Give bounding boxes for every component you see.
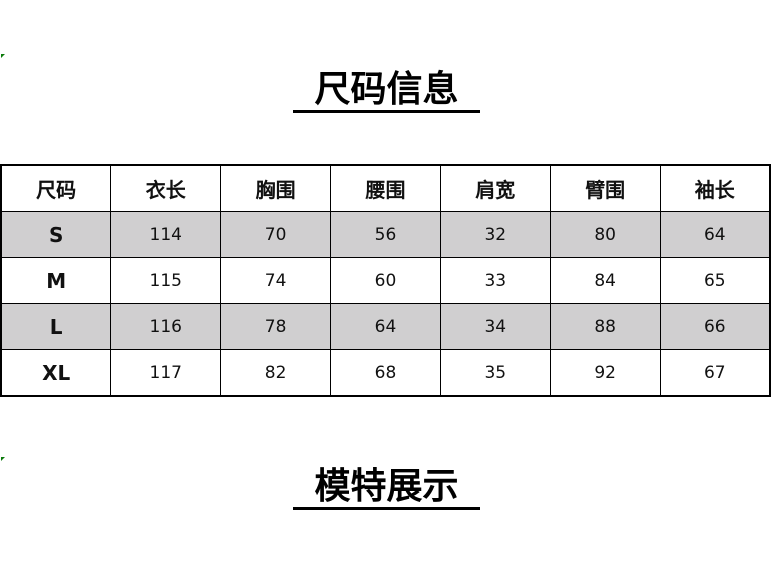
- header-cell: 臂围: [549, 164, 661, 212]
- size-cell: M: [0, 257, 112, 304]
- model-showcase-title: 模特展示: [293, 467, 480, 510]
- table-cell: 84: [549, 257, 661, 304]
- header-cell: 袖长: [659, 164, 771, 212]
- table-cell: 82: [220, 349, 332, 397]
- table-cell: 114: [110, 211, 222, 258]
- size-info-title: 尺码信息: [293, 70, 480, 113]
- table-row: S 114 70 56 32 80 64: [0, 211, 771, 258]
- table-row: M 115 74 60 33 84 65: [0, 257, 771, 304]
- header-cell: 肩宽: [439, 164, 551, 212]
- table-cell: 64: [330, 303, 441, 350]
- table-cell: 117: [110, 349, 222, 397]
- table-cell: 34: [439, 303, 551, 350]
- header-cell: 胸围: [220, 164, 332, 212]
- table-cell: 35: [439, 349, 551, 397]
- header-cell: 尺码: [0, 164, 112, 212]
- table-cell: 64: [659, 211, 771, 258]
- table-cell: 68: [330, 349, 441, 397]
- table-cell: 67: [659, 349, 771, 397]
- table-cell: 78: [220, 303, 332, 350]
- table-cell: 32: [439, 211, 551, 258]
- table-row: L 116 78 64 34 88 66: [0, 303, 771, 350]
- header-cell: 腰围: [330, 164, 441, 212]
- size-cell: XL: [0, 349, 112, 397]
- header-cell: 衣长: [110, 164, 222, 212]
- table-header-row: 尺码 衣长 胸围 腰围 肩宽 臂围 袖长: [0, 164, 771, 212]
- table-cell: 115: [110, 257, 222, 304]
- table-cell: 92: [549, 349, 661, 397]
- cell-error-indicator-icon: [1, 54, 5, 58]
- cell-error-indicator-icon: [1, 457, 5, 461]
- table-cell: 33: [439, 257, 551, 304]
- size-table: 尺码 衣长 胸围 腰围 肩宽 臂围 袖长 S 114 70 56 32 80 6…: [0, 164, 771, 397]
- table-cell: 88: [549, 303, 661, 350]
- table-cell: 116: [110, 303, 222, 350]
- size-cell: L: [0, 303, 112, 350]
- table-cell: 66: [659, 303, 771, 350]
- table-cell: 65: [659, 257, 771, 304]
- table-cell: 80: [549, 211, 661, 258]
- table-cell: 56: [330, 211, 441, 258]
- table-cell: 70: [220, 211, 332, 258]
- table-row: XL 117 82 68 35 92 67: [0, 349, 771, 397]
- table-cell: 60: [330, 257, 441, 304]
- size-cell: S: [0, 211, 112, 258]
- table-cell: 74: [220, 257, 332, 304]
